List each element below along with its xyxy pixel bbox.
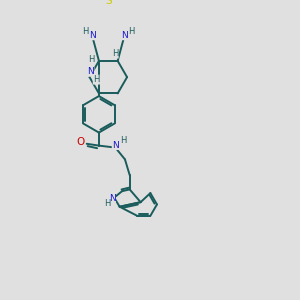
Text: N: N bbox=[109, 194, 116, 202]
Text: N: N bbox=[112, 141, 119, 150]
Text: N: N bbox=[89, 31, 95, 40]
Text: H: H bbox=[82, 27, 88, 36]
Text: S: S bbox=[105, 0, 112, 6]
Text: N: N bbox=[121, 31, 128, 40]
Text: H: H bbox=[129, 27, 135, 36]
Text: H: H bbox=[93, 75, 100, 84]
Text: H: H bbox=[112, 49, 118, 58]
Text: H: H bbox=[104, 199, 110, 208]
Text: N: N bbox=[87, 67, 94, 76]
Text: O: O bbox=[76, 137, 85, 147]
Text: H: H bbox=[88, 55, 95, 64]
Text: H: H bbox=[120, 136, 127, 145]
